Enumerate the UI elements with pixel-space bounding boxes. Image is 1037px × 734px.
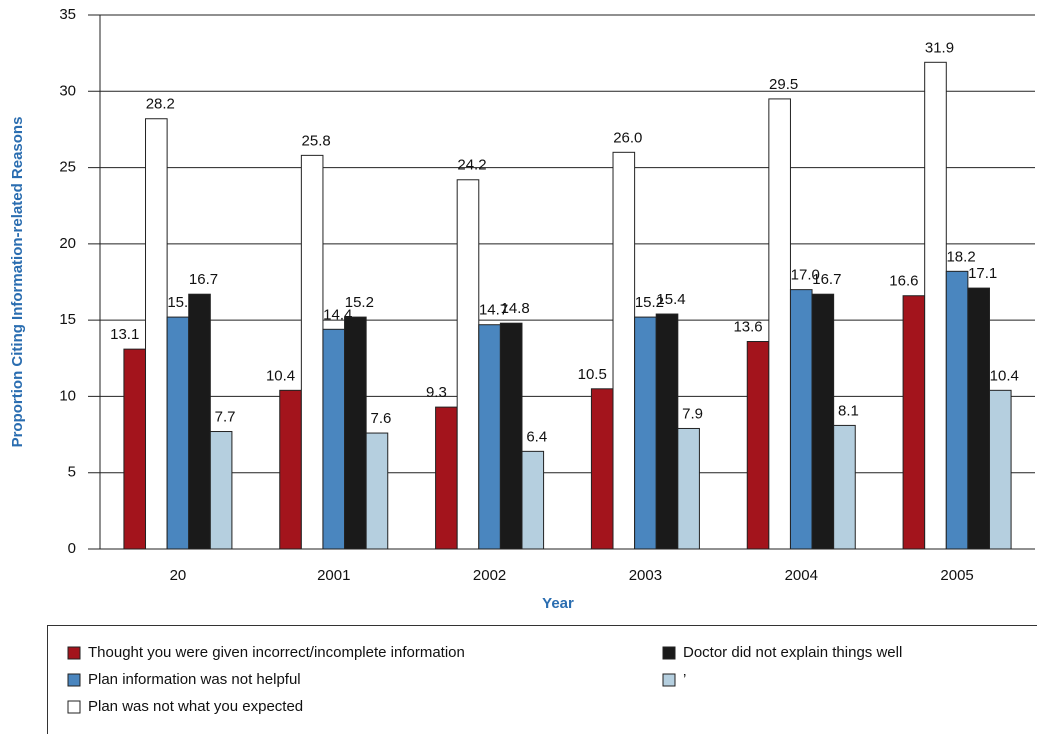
value-label: 17.1 [968,265,997,282]
y-tick-label: 25 [59,159,76,176]
value-label: 10.4 [990,367,1019,384]
value-label: 29.5 [769,76,798,93]
bar [746,341,770,550]
y-tick-label: 30 [59,82,76,99]
bar [612,151,636,550]
bar [833,424,856,550]
bar [902,295,926,550]
value-label: 10.5 [578,366,607,383]
value-label: 18.2 [946,248,975,265]
bar [322,328,346,550]
bar [279,389,302,550]
bar [768,98,791,550]
bar [811,293,835,550]
value-label: 25.8 [302,132,331,149]
value-label: 13.6 [733,318,762,335]
x-tick-label: 2003 [629,567,662,584]
y-tick-label: 5 [68,464,76,481]
legend-label: ’ [683,671,686,688]
legend-label: Plan information was not helpful [88,671,301,688]
legend-swatch [67,700,81,714]
value-label: 15.2 [345,294,374,311]
bar [655,313,679,550]
y-tick-label: 20 [59,235,76,252]
bar [478,324,501,550]
value-label: 13.1 [110,326,139,343]
y-tick-label: 15 [59,311,76,328]
value-label: 14.8 [501,300,530,317]
x-tick-label: 2001 [317,567,350,584]
legend-label: Plan was not what you expected [88,698,303,715]
value-label: 17.0 [791,267,820,284]
value-label: 14.7 [479,302,508,319]
bar [145,118,168,550]
y-axis-title: Proportion Citing Information-related Re… [9,117,26,448]
bar [166,316,190,550]
bar [123,348,147,550]
value-label: 24.2 [457,157,486,174]
y-tick-label: 10 [59,387,76,404]
value-label: 7.7 [215,408,236,425]
x-tick-label: 20 [170,567,187,584]
bar [988,389,1012,550]
bar [456,179,480,550]
value-label: 16.6 [889,273,918,290]
value-label: 15.4 [656,291,685,308]
y-tick-label: 0 [68,540,76,557]
bar [590,388,614,550]
legend-box [47,625,1037,734]
bar [344,316,367,550]
value-label: 26.0 [613,129,642,146]
value-label: 7.6 [371,410,392,427]
legend-label: Doctor did not explain things well [683,644,902,661]
value-label: 7.9 [682,405,703,422]
bar [677,427,700,550]
value-label: 8.1 [838,402,859,419]
bar [634,316,657,550]
x-tick-label: 2002 [473,567,506,584]
bar [435,406,458,550]
bar [188,293,211,550]
bar [209,431,233,550]
legend-swatch [662,673,676,687]
x-tick-label: 2004 [785,567,818,584]
bar [300,154,324,550]
value-label: 28.2 [146,96,175,113]
x-tick-label: 2005 [940,567,973,584]
bar [789,289,813,550]
value-label: 10.4 [266,367,295,384]
bar [521,450,545,550]
value-label: 15.2 [635,294,664,311]
bar [365,432,389,550]
bar [945,270,969,550]
value-label: 16.7 [189,271,218,288]
value-label: 16.7 [812,271,841,288]
legend-swatch [662,646,676,660]
value-label: 9.3 [426,384,447,401]
y-tick-label: 35 [59,6,76,23]
bar [499,322,523,550]
legend-swatch [67,646,81,660]
value-label: 31.9 [925,39,954,56]
value-label: 6.4 [526,428,547,445]
x-axis-title: Year [542,595,574,612]
legend-swatch [67,673,81,687]
bar [967,287,990,550]
legend-label: Thought you were given incorrect/incompl… [88,644,465,661]
bar [924,61,947,550]
